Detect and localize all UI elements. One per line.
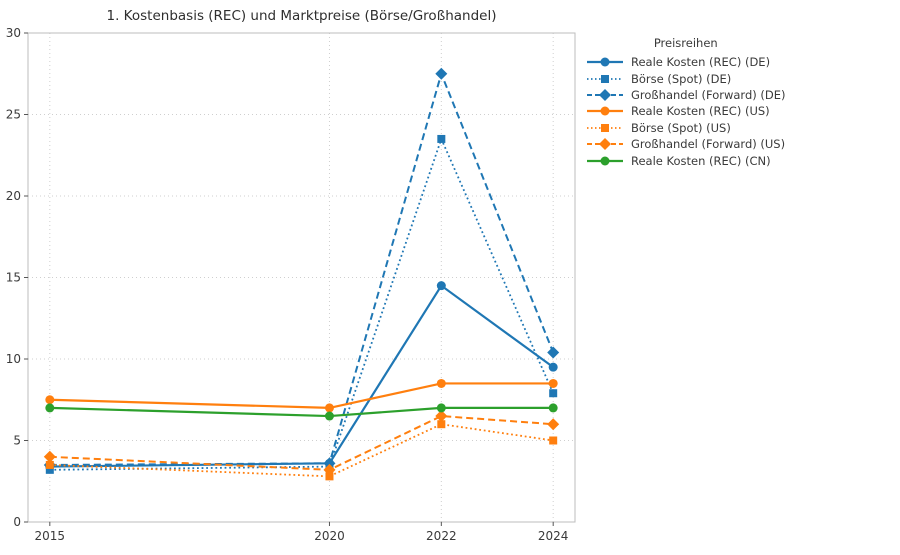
legend: Preisreihen Reale Kosten (REC) (DE) Börse… — [586, 36, 786, 169]
series-gro-handel-forward-us- — [43, 410, 560, 476]
circle-marker — [600, 106, 610, 116]
circle-marker — [600, 156, 610, 166]
circle-swatch-icon — [587, 156, 623, 166]
circle-marker — [324, 403, 334, 413]
legend-item-label: Großhandel (Forward) (US) — [631, 137, 786, 152]
legend-item: Reale Kosten (REC) (CN) — [586, 152, 786, 168]
series-b-rse-spot-de- — [45, 134, 558, 474]
chart-title: 1. Kostenbasis (REC) und Marktpreise (Bö… — [106, 8, 497, 24]
diamond-marker — [435, 410, 448, 423]
square-marker — [601, 74, 609, 83]
legend-title: Preisreihen — [653, 36, 718, 50]
diamond-marker — [43, 450, 56, 463]
legend-item-label: Reale Kosten (REC) (US) — [631, 104, 770, 119]
series-b-rse-spot-us- — [45, 420, 558, 481]
diamond-swatch-icon — [587, 138, 623, 151]
series-reale-kosten-rec-de- — [45, 281, 558, 472]
circle-marker — [548, 403, 558, 413]
legend-item-label: Reale Kosten (REC) (DE) — [631, 55, 771, 70]
gridlines — [28, 32, 575, 523]
x-tick-label: 2024 — [538, 529, 569, 543]
legend-item: Großhandel (Forward) (US) — [586, 136, 786, 152]
square-marker — [601, 123, 609, 132]
square-swatch-icon — [587, 123, 623, 132]
legend-item-label: Reale Kosten (REC) (CN) — [631, 153, 771, 168]
series-reale-kosten-rec-us- — [45, 378, 558, 413]
circle-swatch-icon — [587, 106, 623, 116]
circle-marker — [45, 395, 55, 405]
legend-item-label: Börse (Spot) (US) — [631, 120, 731, 135]
diamond-swatch-icon — [587, 88, 623, 101]
diamond-marker — [435, 67, 448, 80]
square-marker — [437, 134, 446, 143]
y-tick-label: 15 — [6, 271, 21, 285]
series-line — [49, 406, 554, 418]
legend-items: Reale Kosten (REC) (DE) Börse (Spot) (DE)… — [586, 54, 786, 169]
x-tick-label: 2020 — [314, 529, 345, 543]
circle-marker — [436, 281, 446, 291]
y-tick-label: 30 — [6, 26, 21, 40]
series-line — [49, 382, 554, 410]
square-marker — [325, 472, 334, 481]
y-tick-label: 10 — [6, 352, 21, 366]
circle-marker — [600, 57, 610, 67]
y-tick-label: 5 — [13, 434, 21, 448]
legend-item: Börse (Spot) (DE) — [586, 70, 786, 86]
legend-item-label: Börse (Spot) (DE) — [631, 71, 732, 86]
square-marker — [437, 420, 446, 429]
diamond-marker — [323, 457, 336, 470]
x-tick-label: 2022 — [426, 529, 457, 543]
legend-item-label: Großhandel (Forward) (DE) — [631, 87, 786, 102]
series-line — [49, 284, 554, 468]
legend-item: Reale Kosten (REC) (DE) — [586, 54, 786, 70]
square-marker — [549, 389, 558, 398]
series-line — [49, 415, 554, 471]
legend-item: Großhandel (Forward) (DE) — [586, 87, 786, 103]
diamond-marker — [547, 418, 560, 431]
circle-marker — [436, 403, 446, 413]
y-tick-label: 25 — [6, 108, 21, 122]
axis-ticks: 2015 2020 2022 2024 0 5 10 15 20 25 30 — [6, 26, 569, 543]
legend-item: Reale Kosten (REC) (US) — [586, 103, 786, 119]
series-line — [49, 423, 554, 478]
circle-marker — [45, 403, 55, 413]
series-reale-kosten-rec-cn- — [45, 403, 558, 421]
circle-marker — [548, 362, 558, 372]
diamond-marker — [599, 138, 611, 151]
square-swatch-icon — [587, 74, 623, 83]
x-tick-label: 2015 — [35, 529, 66, 543]
square-marker — [45, 460, 54, 469]
legend-item: Börse (Spot) (US) — [586, 120, 786, 136]
circle-marker — [548, 378, 558, 388]
circle-marker — [436, 378, 446, 388]
series-line — [49, 136, 555, 471]
y-tick-label: 0 — [13, 515, 21, 529]
square-marker — [549, 436, 558, 445]
circle-swatch-icon — [587, 57, 623, 67]
circle-marker — [324, 411, 334, 421]
diamond-marker — [599, 88, 611, 101]
y-tick-label: 20 — [6, 189, 21, 203]
diamond-marker — [547, 346, 560, 359]
diamond-marker — [323, 463, 336, 476]
